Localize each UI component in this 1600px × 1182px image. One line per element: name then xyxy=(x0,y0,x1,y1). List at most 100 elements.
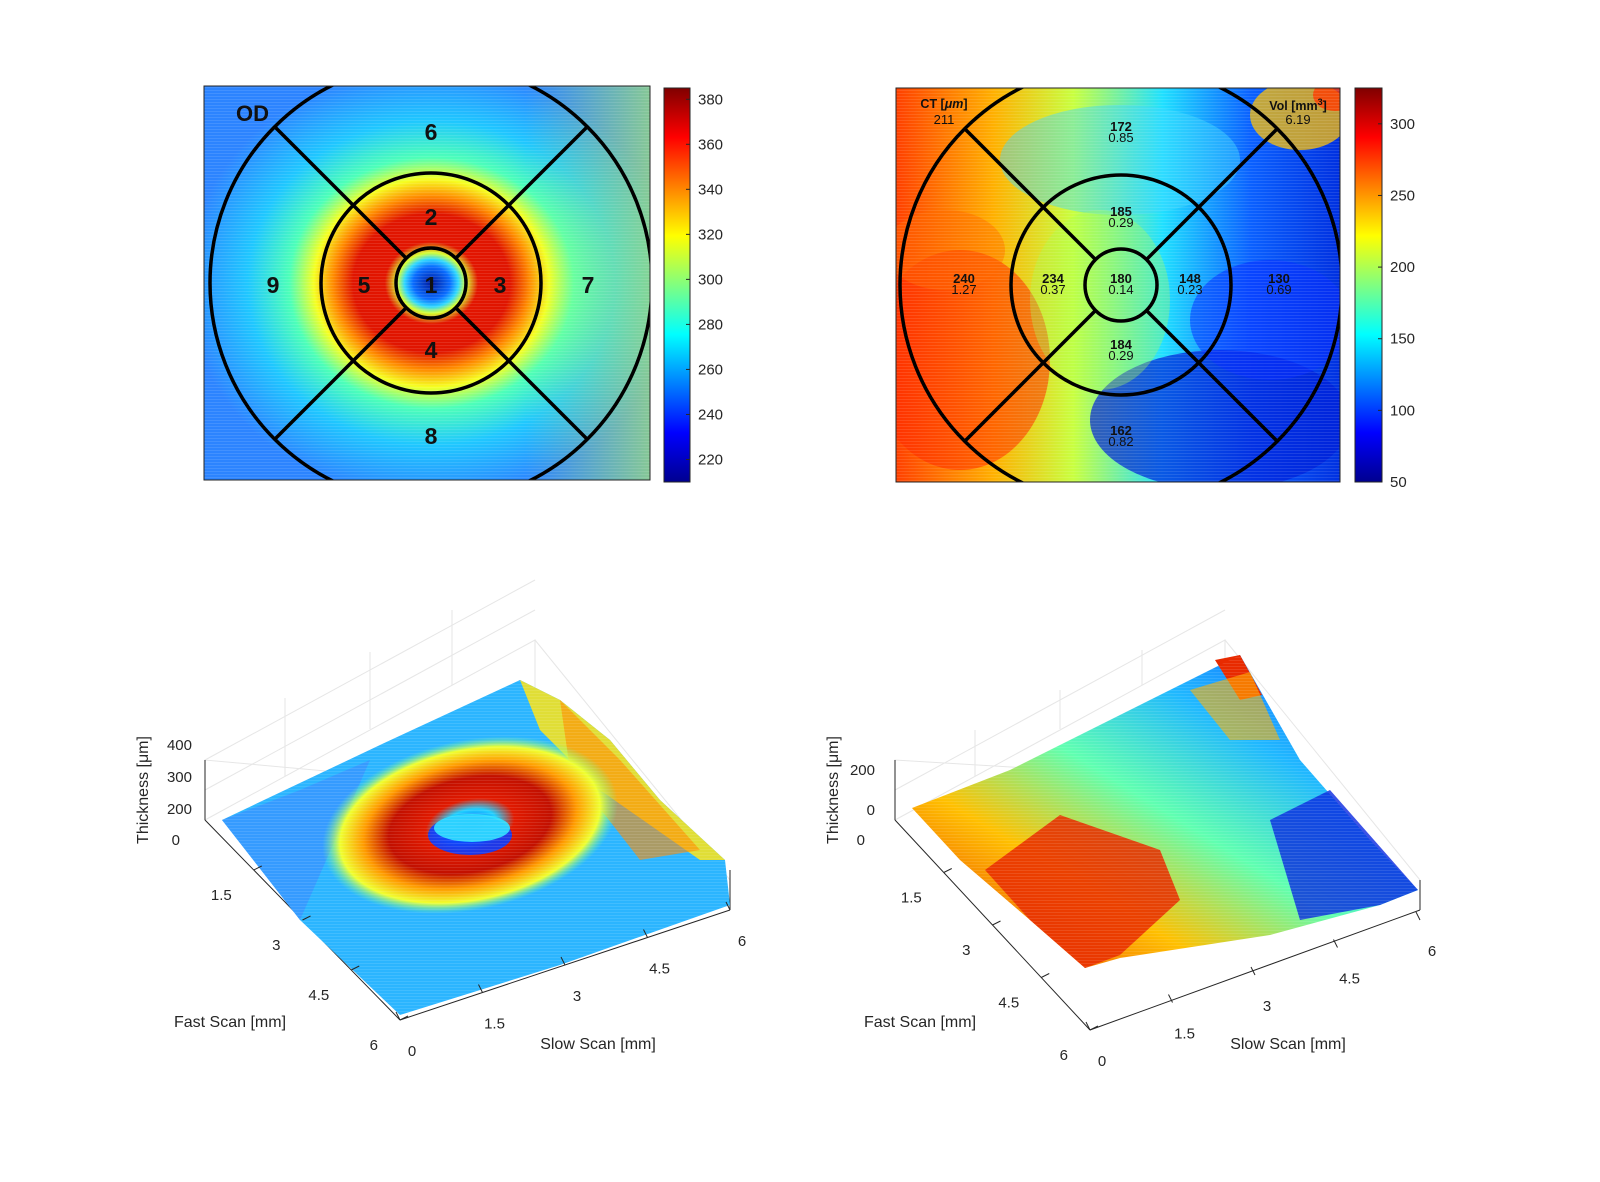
surface-c-xtick-label: 4.5 xyxy=(649,961,670,978)
surface-d-xtick-label: 1.5 xyxy=(1174,1026,1195,1043)
retina-colorbar-tick-label: 220 xyxy=(698,451,723,468)
surface-d-zlabel: Thickness [μm] xyxy=(825,736,842,844)
sector-8-ct: 162 xyxy=(1110,423,1132,438)
surface-d-ztick-label: 0 xyxy=(857,832,865,849)
choroid-colorbar-tick-label: 300 xyxy=(1390,116,1415,133)
ct-header-end: ] xyxy=(963,97,967,111)
vol-total: 6.19 xyxy=(1285,112,1310,127)
sector-6-vol: 0.85 xyxy=(1108,130,1133,145)
retina-colorbar-tick-label: 260 xyxy=(698,361,723,378)
vol-header-sup: 3 xyxy=(1318,97,1323,107)
surface-c-xtick-label: 3 xyxy=(573,988,581,1005)
surface-d-xtick-mark xyxy=(1333,939,1338,948)
sector-label-2: 2 xyxy=(425,204,438,230)
vol-header: Vol [mm3] xyxy=(1269,97,1327,113)
surface-d-ytick-mark xyxy=(1089,1025,1099,1031)
sector-6-ct: 172 xyxy=(1110,119,1132,134)
retina-thickness-map: OD 1 2 3 4 5 6 7 8 9 380 360 340 320 300 280 2… xyxy=(203,85,723,483)
eye-label: OD xyxy=(236,101,269,126)
sector-4-vol: 0.29 xyxy=(1108,348,1133,363)
sector-3-ct: 148 xyxy=(1179,271,1201,286)
sector-label-1: 1 xyxy=(425,272,438,298)
sector-3-vol: 0.23 xyxy=(1177,282,1202,297)
surface-c-xlabel: Slow Scan [mm] xyxy=(540,1036,656,1053)
surface-c-xtick-mark xyxy=(725,901,731,911)
surface-d-ytick-mark xyxy=(1041,973,1050,978)
surface-c-ytick-label: 4.5 xyxy=(308,987,329,1004)
surface-d-xlabel: Slow Scan [mm] xyxy=(1230,1036,1346,1053)
choroid-colorbar-tick-label: 250 xyxy=(1390,187,1415,204)
surface-c-zlabel: Thickness [μm] xyxy=(135,736,152,844)
sector-1-vol: 0.14 xyxy=(1108,282,1133,297)
surface-d-xtick-label: 6 xyxy=(1428,943,1436,960)
sector-7-vol: 0.69 xyxy=(1266,282,1291,297)
sector-5-ct: 234 xyxy=(1042,271,1064,286)
sector-7-ct: 130 xyxy=(1268,271,1290,286)
surface-d-ytick-label: 1.5 xyxy=(901,890,922,907)
ct-mean: 211 xyxy=(934,112,955,127)
surface-d-xtick-mark xyxy=(1085,1021,1091,1031)
retina-colorbar-tick-label: 340 xyxy=(698,181,723,198)
surface-c-xtick-mark xyxy=(560,956,566,966)
sector-5-vol: 0.37 xyxy=(1040,282,1065,297)
sector-label-8: 8 xyxy=(425,423,438,449)
ct-header: CT [μm] xyxy=(920,97,967,111)
surface-d-xtick-mark xyxy=(1250,966,1256,976)
surface-d-ylabel: Fast Scan [mm] xyxy=(864,1014,976,1031)
sector-8-vol: 0.82 xyxy=(1108,434,1133,449)
choroid-colorbar-tick-label: 150 xyxy=(1390,331,1415,348)
surface-c-ylabel: Fast Scan [mm] xyxy=(174,1014,286,1031)
surface-c-ytick-label: 6 xyxy=(370,1037,378,1054)
surface-d-xtick-label: 4.5 xyxy=(1339,971,1360,988)
surface-d-ytick-label: 4.5 xyxy=(998,995,1019,1012)
surface-c-ytick-label: 1.5 xyxy=(211,887,232,904)
surface-c-ytick-mark xyxy=(351,965,360,971)
surface-c-xtick-label: 6 xyxy=(738,933,746,950)
surface-c-ytick-label: 3 xyxy=(272,937,280,954)
retina-colorbar-tick-label: 320 xyxy=(698,226,723,243)
surface-d-xtick-mark xyxy=(1168,994,1173,1003)
retina-colorbar: 380 360 340 320 300 280 260 240 220 xyxy=(663,87,723,483)
surface-d-ytick-label: 6 xyxy=(1060,1047,1068,1064)
surface-d-ytick-label: 3 xyxy=(962,942,970,959)
sector-1-ct: 180 xyxy=(1110,271,1132,286)
sector-label-7: 7 xyxy=(582,272,595,298)
retina-sector-grid xyxy=(208,86,650,480)
sector-label-3: 3 xyxy=(494,272,507,298)
retina-colorbar-tick-label: 360 xyxy=(698,136,723,153)
choroid-sector-grid xyxy=(898,88,1340,482)
choroid-thickness-map: CT [μm] 211 Vol [mm3] 6.19 180 0.14 185 … xyxy=(895,87,1415,491)
surface-c-ztick-label: 0 xyxy=(172,832,180,849)
choroid-colorbar: 300 250 200 150 100 50 xyxy=(1354,87,1415,491)
ct-header-unit: μm xyxy=(944,97,964,111)
sector-9-vol: 1.27 xyxy=(951,282,976,297)
surface-c-xtick-mark xyxy=(478,984,483,993)
surface-c-ytick-mark xyxy=(399,1015,409,1021)
surface-d-xtick-mark xyxy=(1415,911,1421,921)
choroid-sector-values: 180 0.14 185 0.29 148 0.23 184 0.29 234 … xyxy=(951,119,1291,449)
surface-d-xtick-label: 3 xyxy=(1263,998,1271,1015)
sector-label-9: 9 xyxy=(267,272,280,298)
vol-header-text: Vol [mm xyxy=(1269,99,1317,113)
surface-c-ztick-label: 300 xyxy=(167,769,192,786)
ct-header-text: CT [ xyxy=(920,97,945,111)
retina-surface-plot: 0 1.5 3 4.5 6 1.5 3 4.5 6 400 300 200 0 Thickness [μ… xyxy=(135,579,746,1060)
surface-c-xtick-label: 1.5 xyxy=(484,1016,505,1033)
surface-c-xtick-mark xyxy=(395,1011,401,1021)
sector-9-ct: 240 xyxy=(953,271,975,286)
surface-d-xtick-label: 0 xyxy=(1098,1053,1106,1070)
surface-c-ztick-label: 200 xyxy=(167,801,192,818)
surface-d-ztick-label: 200 xyxy=(850,762,875,779)
sector-2-ct: 185 xyxy=(1110,204,1132,219)
surface-c-ytick-mark xyxy=(302,915,311,921)
vol-header-end: ] xyxy=(1323,99,1327,113)
surface-c-xtick-mark xyxy=(643,929,648,938)
surface-c-ztick-label: 400 xyxy=(167,737,192,754)
retina-colorbar-tick-label: 380 xyxy=(698,91,723,108)
retina-colorbar-tick-label: 300 xyxy=(698,271,723,288)
sector-4-ct: 184 xyxy=(1110,337,1132,352)
surface-c-xtick-label: 0 xyxy=(408,1043,416,1060)
sector-2-vol: 0.29 xyxy=(1108,215,1133,230)
